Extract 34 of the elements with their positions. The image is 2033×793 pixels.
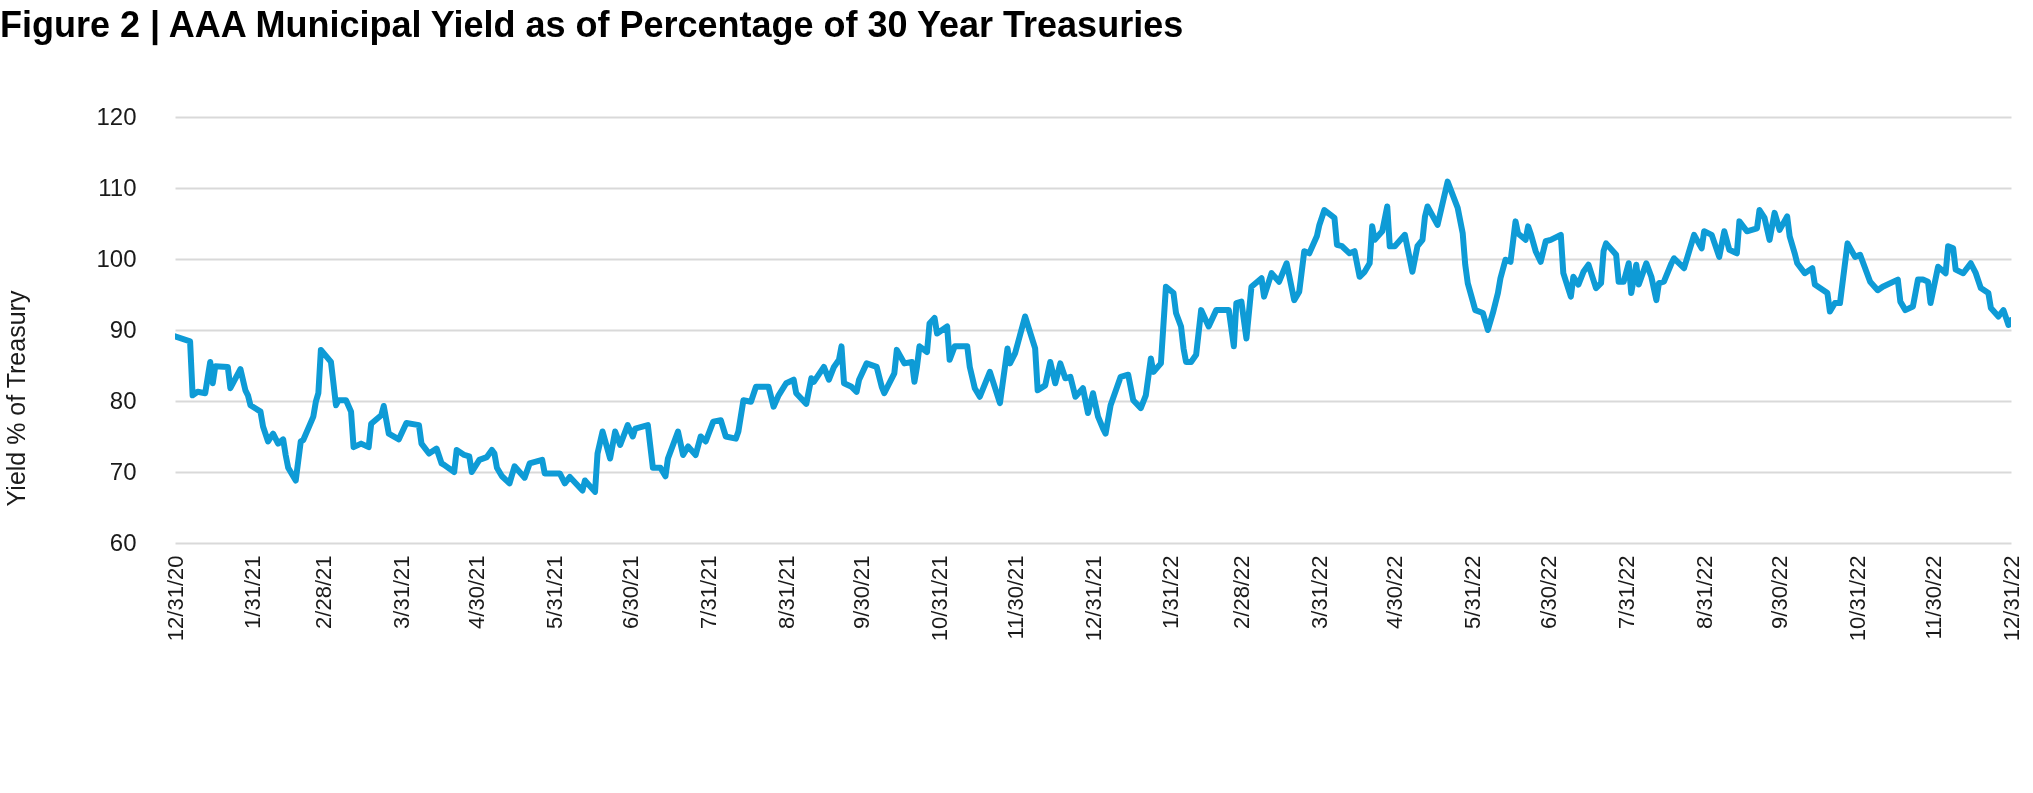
y-tick-label: 120 (96, 102, 137, 130)
x-tick-label: 4/30/22 (1382, 555, 1408, 629)
x-tick-label: 7/31/22 (1613, 555, 1639, 629)
y-tick-label: 90 (109, 315, 137, 343)
chart-title: Figure 2 | AAA Municipal Yield as of Percentage of 30 Year Treasuries (0, 4, 1184, 46)
x-tick-label: 9/30/21 (849, 555, 875, 629)
x-tick-label: 5/31/21 (542, 555, 568, 629)
x-tick-label: 4/30/21 (464, 555, 490, 629)
x-tick-label: 12/31/21 (1080, 555, 1106, 642)
x-tick-label: 1/31/21 (240, 555, 266, 629)
x-tick-label: 3/31/21 (388, 555, 414, 629)
x-tick-label: 8/31/22 (1691, 555, 1717, 629)
x-tick-label: 3/31/22 (1306, 555, 1332, 629)
x-tick-label: 6/30/22 (1535, 555, 1561, 629)
x-tick-label: 2/28/21 (310, 555, 336, 629)
x-tick-label: 12/31/20 (162, 555, 188, 642)
y-tick-label: 110 (98, 173, 137, 201)
x-tick-label: 10/31/22 (1845, 555, 1871, 642)
x-tick-label: 5/31/22 (1460, 555, 1486, 629)
y-tick-label: 100 (96, 244, 137, 272)
x-tick-label: 8/31/21 (773, 555, 799, 629)
x-tick-label: 2/28/22 (1228, 555, 1254, 629)
y-axis-title: Yield % of Treasury (1, 290, 30, 507)
x-tick-label: 7/31/21 (695, 555, 721, 629)
x-tick-label: 9/30/22 (1767, 555, 1793, 629)
x-tick-label: 12/31/22 (1998, 555, 2024, 642)
y-tick-label: 80 (109, 386, 137, 414)
x-tick-label: 10/31/21 (927, 555, 953, 642)
y-tick-label: 60 (109, 528, 137, 556)
y-tick-label: 70 (109, 457, 137, 485)
x-tick-label: 11/30/21 (1002, 555, 1028, 640)
x-tick-label: 11/30/22 (1920, 555, 1946, 640)
x-tick-label: 1/31/22 (1158, 555, 1184, 629)
x-tick-label: 6/30/21 (617, 555, 643, 629)
